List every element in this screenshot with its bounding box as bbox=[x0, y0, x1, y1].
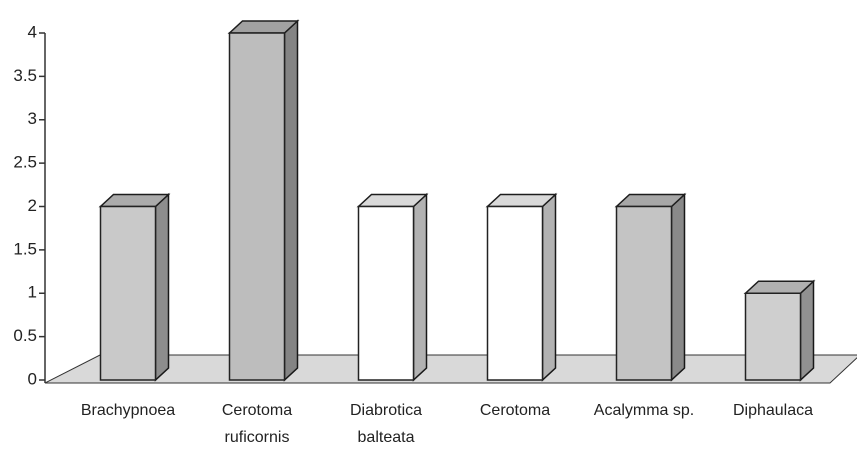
bar-top bbox=[485, 193, 558, 208]
y-tick-label: 2 bbox=[28, 196, 37, 215]
bar bbox=[228, 32, 286, 381]
x-tick-label: Acalymma sp. bbox=[593, 402, 695, 419]
bar-top bbox=[356, 193, 429, 208]
y-tick-label: 4 bbox=[28, 22, 37, 41]
y-tick-label: 1 bbox=[28, 283, 37, 302]
bar bbox=[615, 205, 673, 381]
x-tick-label: Cerotoma bbox=[479, 402, 551, 419]
y-tick-label: 0.5 bbox=[13, 326, 37, 345]
y-tick-label: 0 bbox=[28, 369, 37, 388]
y-tick-label: 3 bbox=[28, 109, 37, 128]
bar-side bbox=[283, 19, 299, 382]
bar-side bbox=[154, 192, 170, 382]
x-tick-label: Brachypnoea bbox=[80, 402, 176, 419]
bar-top bbox=[614, 193, 687, 208]
y-tick-label: 3.5 bbox=[13, 66, 37, 85]
bar-top bbox=[743, 280, 816, 294]
bar-top bbox=[98, 193, 171, 208]
bar bbox=[99, 205, 157, 381]
y-tick-label: 1.5 bbox=[13, 239, 37, 258]
bar-side bbox=[541, 192, 557, 382]
x-tick-label: Diphaulaca bbox=[732, 402, 814, 419]
bar-side bbox=[412, 192, 428, 382]
bar-top bbox=[227, 20, 300, 34]
bar bbox=[744, 292, 802, 381]
bar-side bbox=[799, 279, 815, 382]
bar-side bbox=[670, 192, 686, 382]
bar bbox=[357, 205, 415, 381]
x-tick-label: Cerotoma ruficornis bbox=[221, 402, 293, 446]
y-tick-label: 2.5 bbox=[13, 153, 37, 172]
x-tick-label: Diabrotica balteata bbox=[349, 402, 423, 446]
bar bbox=[486, 205, 544, 381]
